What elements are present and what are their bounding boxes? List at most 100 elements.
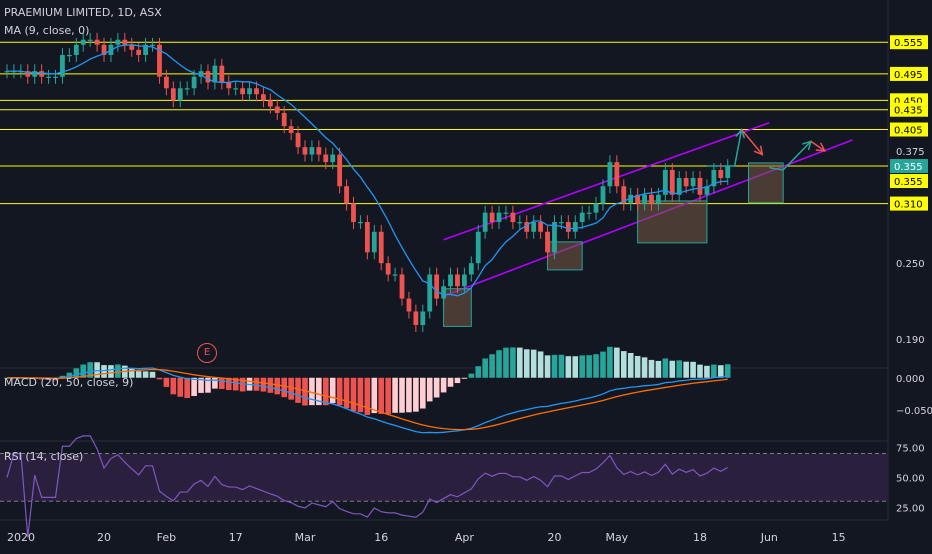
macd-histogram-bar bbox=[704, 365, 710, 378]
macd-axis-tick: 0.000 bbox=[896, 374, 925, 385]
macd-histogram-bar bbox=[475, 366, 482, 378]
macd-histogram-bar bbox=[523, 349, 530, 378]
macd-histogram-bar bbox=[115, 364, 121, 378]
macd-histogram-bar bbox=[676, 360, 683, 378]
candle bbox=[690, 177, 696, 187]
macd-histogram-bar bbox=[343, 377, 350, 409]
ma-layer bbox=[7, 44, 728, 297]
earnings-marker[interactable]: E bbox=[197, 343, 217, 363]
x-axis-label: 20 bbox=[547, 531, 561, 544]
macd-histogram-bar bbox=[572, 356, 579, 378]
macd-histogram-bar bbox=[482, 358, 488, 378]
candle bbox=[39, 71, 45, 77]
candle bbox=[32, 71, 38, 77]
macd-histogram-bar bbox=[66, 372, 73, 378]
candle bbox=[364, 222, 370, 253]
macd-histogram-bar bbox=[260, 377, 267, 392]
candle bbox=[448, 274, 453, 287]
scenario-arrow-0 bbox=[706, 129, 743, 167]
macd-histogram-bar bbox=[309, 377, 315, 406]
candle bbox=[628, 194, 634, 204]
macd-histogram-bar bbox=[295, 377, 301, 403]
scenario-arrow-1 bbox=[741, 129, 763, 156]
candle bbox=[378, 231, 384, 264]
price-axis-tick: 0.375 bbox=[896, 147, 925, 158]
macd-histogram-bar bbox=[357, 377, 364, 413]
rsi-axis-tick: 50.00 bbox=[896, 473, 925, 484]
macd-histogram-bar bbox=[662, 358, 669, 378]
level-label-bg-4 bbox=[890, 122, 928, 137]
candle bbox=[503, 212, 509, 214]
macd-histogram-bar bbox=[433, 377, 440, 398]
rsi-band bbox=[0, 453, 888, 502]
candle bbox=[60, 54, 65, 77]
ma-line bbox=[7, 44, 728, 297]
candle bbox=[267, 100, 273, 107]
price-axis-tick: 0.250 bbox=[896, 259, 925, 270]
candle bbox=[559, 222, 564, 224]
candle bbox=[607, 162, 613, 187]
macd-histogram-bar bbox=[565, 356, 572, 378]
candle bbox=[274, 106, 280, 113]
macd-histogram-bar bbox=[170, 377, 177, 395]
candle bbox=[531, 222, 537, 232]
macd-histogram-bar bbox=[274, 377, 281, 395]
macd-histogram-bar bbox=[219, 377, 225, 389]
candles-layer bbox=[4, 32, 731, 333]
macd-histogram-bar bbox=[413, 377, 419, 412]
candle bbox=[344, 186, 349, 204]
candle bbox=[247, 88, 252, 95]
rsi-layer bbox=[0, 435, 888, 538]
rsi-legend: RSI (14, close) bbox=[4, 450, 84, 463]
candle bbox=[240, 88, 246, 95]
candle bbox=[157, 44, 162, 77]
candle bbox=[233, 88, 239, 90]
candle bbox=[254, 88, 259, 95]
level-label-2: 0.450 bbox=[894, 96, 923, 107]
macd-histogram-bar bbox=[551, 354, 558, 378]
macd-histogram-bar bbox=[697, 364, 703, 378]
macd-histogram-bar bbox=[447, 377, 454, 387]
macd-histogram-bar bbox=[322, 377, 329, 406]
macd-histogram-bar bbox=[212, 377, 218, 389]
level-label-bg-5 bbox=[890, 196, 928, 211]
macd-histogram-bar bbox=[711, 364, 717, 378]
macd-histogram-bar bbox=[142, 371, 149, 378]
candle bbox=[129, 44, 135, 50]
candle bbox=[600, 186, 606, 204]
candle bbox=[434, 274, 440, 299]
macd-histogram-bar bbox=[468, 373, 475, 378]
macd-histogram-bar bbox=[669, 360, 676, 378]
x-axis-label: 17 bbox=[229, 531, 243, 544]
macd-histogram-bar bbox=[385, 377, 391, 415]
macd-histogram-bar bbox=[156, 377, 163, 380]
macd-histogram-bar bbox=[59, 375, 66, 378]
macd-histogram-bar bbox=[406, 377, 412, 413]
macd-histogram-bar bbox=[371, 377, 378, 414]
candle bbox=[552, 222, 557, 253]
candle bbox=[461, 274, 467, 287]
candle bbox=[621, 186, 627, 204]
candle bbox=[309, 147, 315, 155]
price-axis-tick: 0.190 bbox=[896, 335, 925, 346]
candle bbox=[87, 39, 93, 41]
x-axis-label: Feb bbox=[157, 531, 176, 544]
macd-histogram-bar bbox=[586, 355, 592, 378]
macd-histogram-bar bbox=[503, 347, 509, 378]
candle bbox=[351, 203, 356, 223]
macd-histogram-bar bbox=[73, 368, 80, 378]
candle bbox=[510, 212, 516, 223]
macd-histogram-bar bbox=[191, 377, 197, 396]
macd-histogram-bar bbox=[600, 351, 606, 378]
macd-histogram-bar bbox=[350, 377, 357, 412]
candle bbox=[711, 169, 717, 187]
candle bbox=[150, 44, 155, 46]
macd-histogram-bar bbox=[163, 377, 170, 387]
candle bbox=[718, 169, 724, 178]
candle bbox=[143, 44, 148, 55]
x-axis-label: 15 bbox=[832, 531, 846, 544]
candle bbox=[565, 222, 571, 232]
